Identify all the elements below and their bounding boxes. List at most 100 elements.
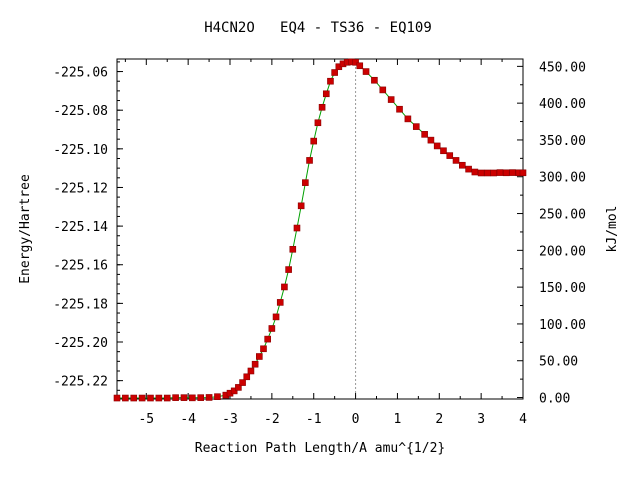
data-point bbox=[235, 384, 242, 391]
data-point bbox=[412, 123, 420, 130]
y-axis-left-label: Energy/Hartree bbox=[18, 174, 33, 284]
data-point bbox=[163, 394, 171, 402]
data-point bbox=[272, 313, 280, 321]
y-left-tick-label: -225.16 bbox=[53, 259, 108, 274]
data-point bbox=[484, 169, 491, 177]
data-point bbox=[440, 147, 447, 155]
data-point bbox=[331, 69, 338, 76]
data-point bbox=[147, 394, 154, 402]
data-point bbox=[477, 169, 485, 177]
y-right-tick-label: 100.00 bbox=[539, 318, 586, 333]
x-tick-label: -4 bbox=[180, 412, 196, 427]
data-point bbox=[327, 77, 334, 85]
y-axis-right: 0.00 50.00 100.00 150.00 200.00 250.00 300.00 3… bbox=[517, 60, 586, 407]
data-point bbox=[281, 283, 288, 291]
data-point bbox=[427, 136, 435, 144]
x-axis: -5 -4 -3 -2 -1 0 1 2 3 4 bbox=[124, 59, 527, 427]
x-tick-label: -1 bbox=[306, 412, 322, 427]
data-point bbox=[243, 373, 251, 381]
data-point bbox=[230, 387, 238, 395]
data-point bbox=[113, 394, 121, 402]
data-point bbox=[189, 394, 196, 402]
y-left-tick-label: -225.06 bbox=[53, 66, 108, 81]
y-right-tick-label: 150.00 bbox=[539, 281, 586, 296]
series-layer bbox=[113, 58, 527, 402]
data-point bbox=[496, 169, 504, 176]
data-point bbox=[122, 394, 129, 402]
data-point bbox=[356, 62, 364, 70]
data-point bbox=[421, 131, 428, 138]
data-point bbox=[205, 394, 213, 401]
data-point bbox=[214, 393, 221, 400]
data-point bbox=[180, 394, 188, 401]
y-right-tick-label: 50.00 bbox=[539, 355, 578, 370]
x-tick-label: 2 bbox=[435, 412, 443, 427]
y-left-tick-label: -225.12 bbox=[53, 181, 108, 196]
data-point bbox=[433, 142, 441, 150]
data-point bbox=[138, 394, 146, 402]
data-point bbox=[297, 202, 305, 210]
data-point bbox=[247, 367, 255, 375]
data-point bbox=[130, 394, 138, 402]
x-tick-label: 4 bbox=[519, 412, 527, 427]
data-point bbox=[396, 105, 403, 113]
x-tick-label: 1 bbox=[394, 412, 402, 427]
data-point bbox=[251, 360, 259, 368]
y-left-tick-label: -225.08 bbox=[53, 104, 108, 119]
data-point bbox=[276, 299, 284, 306]
data-point bbox=[322, 90, 330, 98]
data-point bbox=[239, 379, 246, 386]
data-point bbox=[446, 152, 454, 159]
data-point bbox=[502, 169, 510, 177]
x-tick-label: -2 bbox=[264, 412, 280, 427]
y-right-tick-label: 400.00 bbox=[539, 97, 586, 112]
y-right-tick-label: 450.00 bbox=[539, 60, 586, 75]
y-axis-left: -225.22 -225.20 -225.18 -225.16 -225.14 -225.… bbox=[53, 61, 123, 391]
data-point bbox=[197, 394, 205, 401]
y-left-tick-label: -225.14 bbox=[53, 220, 108, 235]
x-axis-label: Reaction Path Length/A amu^{1/2} bbox=[195, 441, 445, 456]
y-right-tick-label: 250.00 bbox=[539, 208, 586, 223]
data-point bbox=[465, 165, 472, 173]
energy-curve-line bbox=[117, 61, 523, 399]
data-point bbox=[310, 137, 318, 145]
data-point bbox=[387, 96, 395, 103]
y-left-tick-label: -225.10 bbox=[53, 143, 108, 158]
data-point bbox=[519, 169, 527, 177]
data-point bbox=[314, 119, 322, 127]
data-point bbox=[509, 169, 516, 176]
x-tick-label: -5 bbox=[138, 412, 154, 427]
y-axis-right-label: kJ/mol bbox=[605, 206, 620, 253]
data-point bbox=[293, 224, 301, 232]
data-point bbox=[302, 179, 309, 186]
chart-title: H4CN2O EQ4 - TS36 - EQ109 bbox=[204, 20, 432, 36]
data-point bbox=[452, 157, 460, 164]
y-left-tick-label: -225.22 bbox=[53, 375, 108, 390]
data-point bbox=[459, 161, 466, 169]
y-right-tick-label: 0.00 bbox=[539, 392, 570, 407]
data-point bbox=[371, 76, 378, 84]
data-point bbox=[285, 266, 292, 273]
y-right-tick-label: 200.00 bbox=[539, 244, 586, 259]
data-point bbox=[289, 245, 297, 253]
data-point bbox=[155, 394, 163, 402]
data-point bbox=[172, 394, 179, 401]
data-point bbox=[306, 157, 313, 164]
data-point bbox=[362, 68, 370, 75]
data-point bbox=[471, 168, 479, 176]
data-point bbox=[268, 325, 276, 332]
data-point bbox=[404, 115, 412, 123]
data-point bbox=[379, 86, 387, 94]
y-left-tick-label: -225.18 bbox=[53, 297, 108, 312]
data-point bbox=[490, 169, 498, 177]
plot-frame bbox=[116, 58, 524, 400]
data-point bbox=[260, 345, 267, 353]
y-left-tick-label: -225.20 bbox=[53, 336, 108, 351]
data-point bbox=[256, 353, 263, 360]
data-point bbox=[352, 58, 359, 66]
data-point bbox=[318, 103, 326, 111]
y-right-tick-label: 350.00 bbox=[539, 134, 586, 149]
x-tick-label: 3 bbox=[477, 412, 485, 427]
y-right-tick-label: 300.00 bbox=[539, 171, 586, 186]
